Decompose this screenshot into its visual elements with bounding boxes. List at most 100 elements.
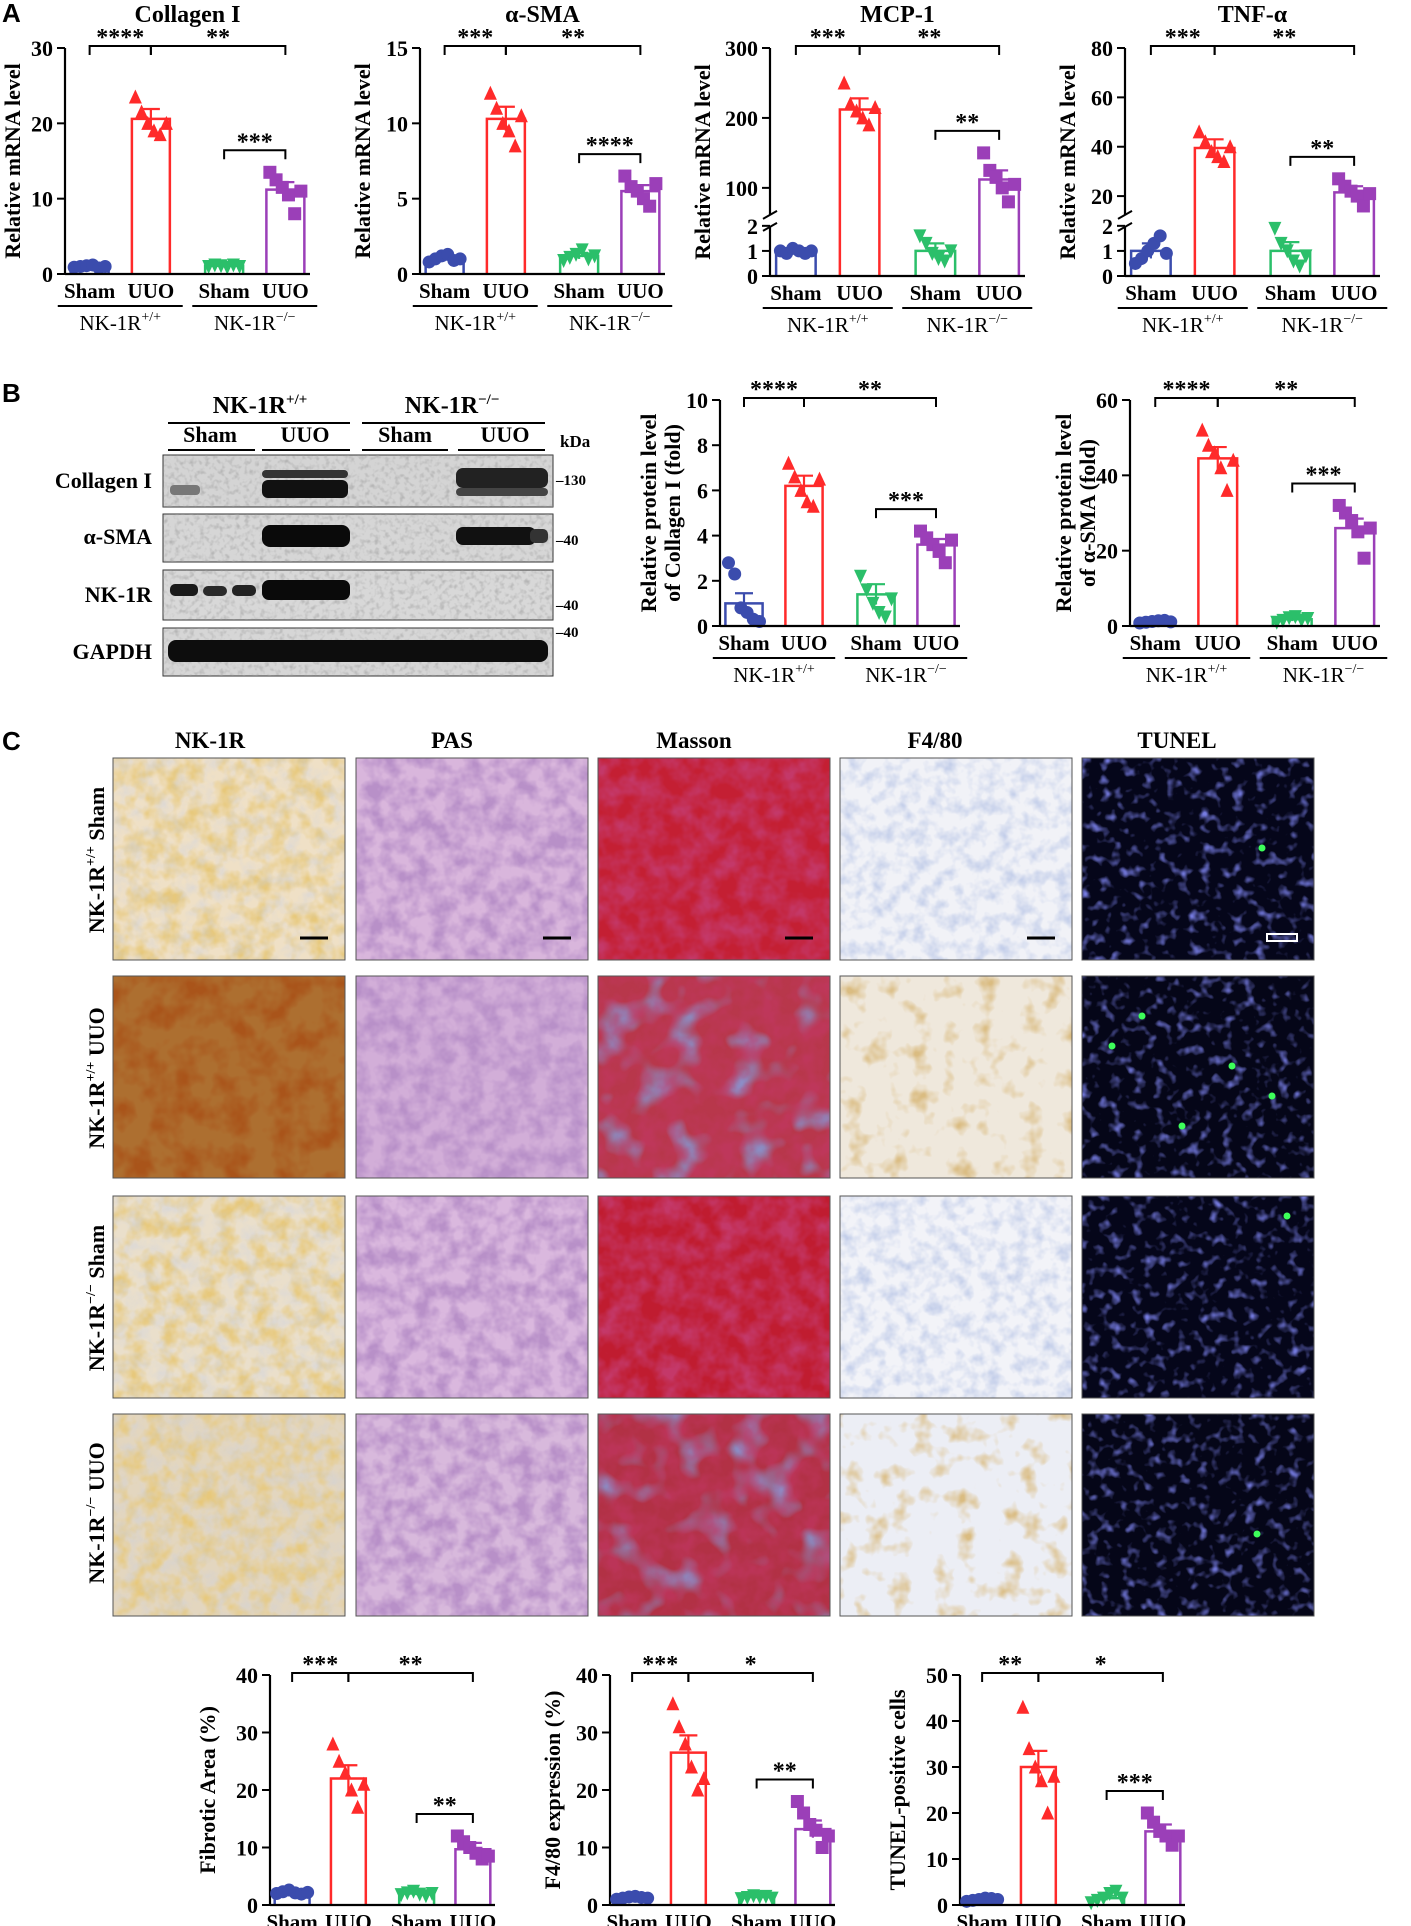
y-tick-label: 40 [1091, 135, 1113, 160]
data-point [1223, 139, 1237, 154]
data-point [1280, 244, 1294, 259]
x-tick-label: Sham [956, 1910, 1008, 1926]
data-point [483, 85, 497, 100]
data-point [1293, 259, 1307, 274]
data-point [643, 199, 657, 213]
y-axis-label-line-2: of α-SMA (fold) [1075, 439, 1100, 587]
data-point [672, 1719, 686, 1734]
histology-image-pas-3-border [355, 1195, 589, 1399]
data-point [977, 146, 991, 160]
data-point [722, 556, 735, 570]
blot-header-ko: NK-1R−/− [405, 392, 500, 419]
data-point [753, 614, 766, 628]
blot-lane-label-2: UUO [281, 422, 330, 447]
data-point [141, 115, 155, 130]
y-tick-label: 100 [725, 176, 758, 201]
data-point [502, 123, 516, 138]
y-axis-label-line-1: Relative protein level [636, 414, 661, 613]
group-label-superscript: +/+ [849, 312, 869, 327]
tunel-positive-cell [1258, 844, 1266, 852]
data-point [575, 243, 589, 258]
data-point [1351, 525, 1365, 539]
data-point [1022, 1741, 1036, 1756]
histology-col-masson: Masson [656, 728, 732, 753]
data-point [1192, 124, 1206, 139]
significance-label: ** [773, 1759, 797, 1785]
x-tick-label: UUO [913, 631, 960, 655]
y-tick-label: 0 [247, 1893, 258, 1918]
data-point [1350, 189, 1364, 203]
y-tick-label: 8 [697, 433, 708, 458]
significance-label: **** [750, 377, 798, 403]
data-point [790, 1795, 804, 1808]
significance-bracket [875, 508, 937, 519]
blot-marker-collagen: –130 [555, 473, 586, 489]
group-label-base: NK-1R [787, 313, 849, 337]
x-tick-label: Sham [1081, 1910, 1133, 1926]
x-tick-label: UUO [790, 1910, 837, 1926]
y-tick-label: 0 [747, 264, 758, 289]
data-point [809, 1823, 823, 1837]
data-point [866, 596, 880, 611]
data-point [588, 249, 602, 264]
significance-bracket [504, 45, 642, 55]
x-tick-label: UUO [1331, 281, 1378, 305]
group-label: NK-1R+/+ [733, 662, 815, 687]
histology-image-nk1r-2-texture [113, 976, 345, 1178]
significance-label: *** [302, 1652, 338, 1678]
group-label: NK-1R−/− [926, 312, 1008, 337]
data-point [684, 1759, 698, 1774]
group-label-base: NK-1R [569, 311, 631, 335]
y-axis-label: Relative mRNA level [690, 64, 715, 260]
y-tick-label: 10 [386, 111, 408, 136]
significance-bracket [1291, 482, 1356, 493]
data-point [678, 1736, 692, 1751]
bar [1334, 526, 1376, 626]
significance-label: *** [810, 25, 846, 51]
group-label-superscript: −/− [988, 312, 1008, 327]
data-point [800, 494, 814, 509]
histology-row-label-4: NK-1R−/− UUO [84, 1442, 109, 1583]
histology-image-masson-4-texture-2 [598, 1414, 830, 1616]
x-tick-label: Sham [910, 281, 962, 305]
tunel-positive-cell [1268, 1092, 1276, 1100]
y-tick-label: 20 [31, 111, 53, 136]
blot-row-label-nk1r: NK-1R [85, 582, 153, 607]
histology-image-tunel-1-texture [1082, 758, 1314, 960]
x-tick-label: UUO [617, 279, 664, 303]
y-axis-label: Relative mRNA level [0, 63, 25, 259]
y-axis-label: Relative mRNA level [350, 63, 375, 259]
y-axis-label-line-2: of Collagen I (fold) [660, 424, 685, 602]
histology-image-pas-2-texture [356, 976, 588, 1178]
histology-image-pas-2-border [355, 975, 589, 1179]
scale-bar [1266, 933, 1298, 942]
tunel-positive-cell [1253, 1530, 1261, 1538]
data-point [332, 1753, 346, 1768]
histology-image-nk1r-1-border [112, 757, 346, 961]
y-tick-label: 2 [747, 214, 758, 239]
histology-row-label-3: NK-1R−/− Sham [84, 1225, 109, 1371]
x-tick-label: UUO [781, 631, 828, 655]
bar [1197, 457, 1239, 626]
data-point [843, 96, 857, 111]
data-point [98, 259, 112, 273]
significance-label: *** [642, 1652, 678, 1678]
significance-label: *** [457, 25, 493, 51]
data-point [1357, 551, 1371, 565]
y-tick-label: 20 [1096, 539, 1118, 564]
y-tick-label: 20 [926, 1801, 948, 1826]
bar [838, 108, 881, 276]
group-label-superscript: +/+ [141, 310, 161, 325]
y-tick-label: 80 [1091, 36, 1113, 61]
group-label: NK-1R−/− [569, 310, 651, 335]
blot-bands-collagen [170, 468, 548, 498]
x-tick-label: UUO [1140, 1910, 1187, 1926]
y-tick-label: 2 [1102, 214, 1113, 239]
data-point [357, 1776, 371, 1791]
data-point [1034, 1773, 1048, 1788]
data-point [1028, 1759, 1042, 1774]
x-tick-label: Sham [198, 279, 250, 303]
y-axis-label-line-1: Relative protein level [1051, 414, 1076, 613]
data-point [508, 138, 522, 153]
y-axis-label: Relative protein levelof α-SMA (fold) [1051, 414, 1100, 613]
